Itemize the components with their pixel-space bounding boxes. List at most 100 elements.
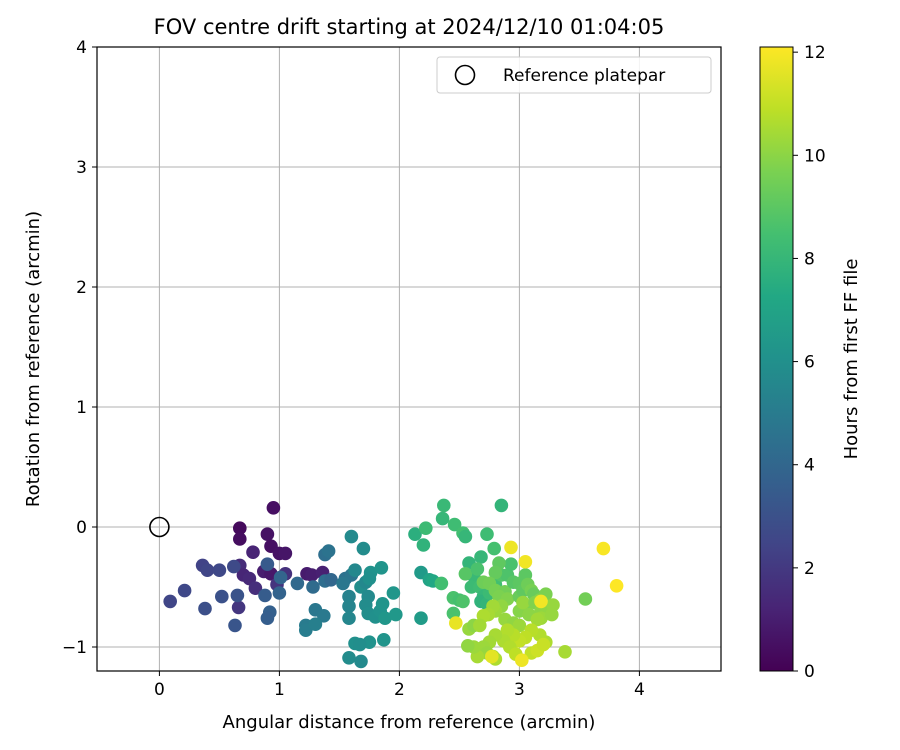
data-point-77 (414, 611, 428, 625)
data-point-0 (233, 521, 247, 535)
data-point-23 (198, 601, 212, 616)
reference-point (149, 516, 170, 538)
data-point-180 (534, 594, 548, 609)
data-point-84 (437, 498, 451, 513)
data-point-130 (516, 595, 530, 610)
data-point-169 (473, 618, 487, 633)
data-point-49 (336, 576, 350, 591)
colorbar-tick-label-5: 10 (804, 146, 826, 166)
data-point-112 (488, 565, 503, 580)
data-point-34 (305, 568, 319, 582)
data-point-175 (504, 540, 518, 555)
reference-marker (149, 516, 170, 538)
data-point-69 (389, 607, 403, 622)
data-point-74 (354, 654, 368, 669)
colorbar-tick-label-0: 0 (804, 662, 815, 682)
data-point-182 (609, 579, 624, 593)
data-point-148 (578, 592, 593, 606)
x-axis-label: Angular distance from reference (arcmin) (223, 712, 596, 733)
data-point-83 (435, 511, 450, 526)
x-axis-ticks: 0 1 2 3 4 (154, 671, 645, 700)
colorbar-label: Hours from first FF file (841, 259, 862, 460)
data-point-89 (434, 576, 449, 591)
y-tick-label-0: −1 (62, 638, 87, 658)
y-tick-label-5: 4 (76, 38, 87, 58)
data-point-87 (458, 529, 473, 544)
data-point-88 (494, 498, 509, 513)
data-point-106 (474, 550, 488, 564)
y-tick-label-1: 0 (76, 518, 87, 538)
colorbar-ticks: 0 2 4 6 8 10 12 (793, 43, 826, 682)
data-point-166 (461, 639, 475, 653)
data-point-16 (231, 600, 246, 615)
colorbar: 0 2 4 6 8 10 12 Hours from first FF file (759, 43, 862, 682)
data-point-54 (344, 529, 359, 544)
data-point-107 (470, 562, 485, 576)
data-point-36 (290, 576, 305, 591)
data-point-25 (230, 588, 245, 603)
data-point-75 (377, 633, 391, 647)
data-point-104 (487, 541, 502, 556)
data-point-68 (378, 611, 392, 625)
data-point-39 (324, 573, 338, 587)
data-point-55 (356, 541, 371, 556)
y-axis-label: Rotation from reference (arcmin) (23, 211, 44, 507)
x-tick-label-2: 2 (394, 680, 405, 700)
data-point-50 (342, 589, 356, 604)
data-point-30 (260, 611, 275, 625)
colorbar-tick-label-1: 2 (804, 559, 815, 579)
data-point-27 (260, 557, 275, 571)
data-point-18 (200, 563, 215, 577)
data-point-149 (558, 645, 572, 659)
data-point-24 (215, 589, 229, 604)
data-point-43 (317, 609, 331, 623)
data-point-64 (374, 561, 389, 575)
data-point-46 (308, 617, 323, 631)
colorbar-gradient (759, 46, 794, 672)
data-point-2 (233, 532, 247, 546)
data-point-85 (447, 517, 462, 532)
data-point-32 (273, 570, 288, 585)
data-point-26 (228, 618, 242, 633)
y-tick-label-2: 1 (76, 398, 87, 418)
colorbar-tick-label-3: 6 (804, 353, 815, 373)
y-tick-label-4: 3 (76, 158, 87, 178)
data-point-3 (260, 527, 275, 541)
data-point-11 (248, 581, 263, 595)
data-point-53 (348, 563, 362, 577)
data-point-92 (456, 594, 470, 609)
data-point-28 (258, 588, 272, 603)
data-point-19 (212, 563, 227, 577)
data-point-174 (536, 637, 551, 652)
data-point-179 (515, 653, 529, 667)
data-point-156 (500, 623, 515, 637)
data-point-110 (504, 557, 518, 571)
data-point-181 (596, 541, 611, 556)
legend: Reference platepar (436, 56, 712, 94)
data-point-146 (530, 612, 545, 627)
data-point-67 (375, 597, 390, 611)
data-point-7 (246, 545, 260, 559)
x-tick-label-4: 4 (634, 680, 645, 700)
data-point-37 (306, 580, 320, 594)
data-point-81 (416, 538, 431, 552)
data-points (163, 498, 624, 669)
colorbar-tick-label-4: 8 (804, 249, 815, 269)
data-point-22 (163, 594, 177, 609)
legend-marker (454, 64, 476, 86)
data-point-41 (321, 544, 336, 558)
data-point-51 (342, 599, 356, 613)
data-point-177 (449, 616, 463, 630)
y-axis-ticks: −1 0 1 2 3 4 (62, 38, 97, 658)
data-point-176 (518, 555, 533, 569)
colorbar-tick-label-2: 4 (804, 456, 815, 476)
y-tick-label-3: 2 (76, 278, 87, 298)
x-tick-label-3: 3 (514, 680, 525, 700)
data-point-20 (227, 559, 241, 574)
plot-frame (96, 46, 722, 672)
data-point-65 (386, 586, 401, 600)
data-point-31 (272, 586, 287, 600)
data-point-82 (419, 521, 433, 535)
chart-title: FOV centre drift starting at 2024/12/10 … (154, 15, 665, 39)
x-tick-label-1: 1 (274, 680, 285, 700)
